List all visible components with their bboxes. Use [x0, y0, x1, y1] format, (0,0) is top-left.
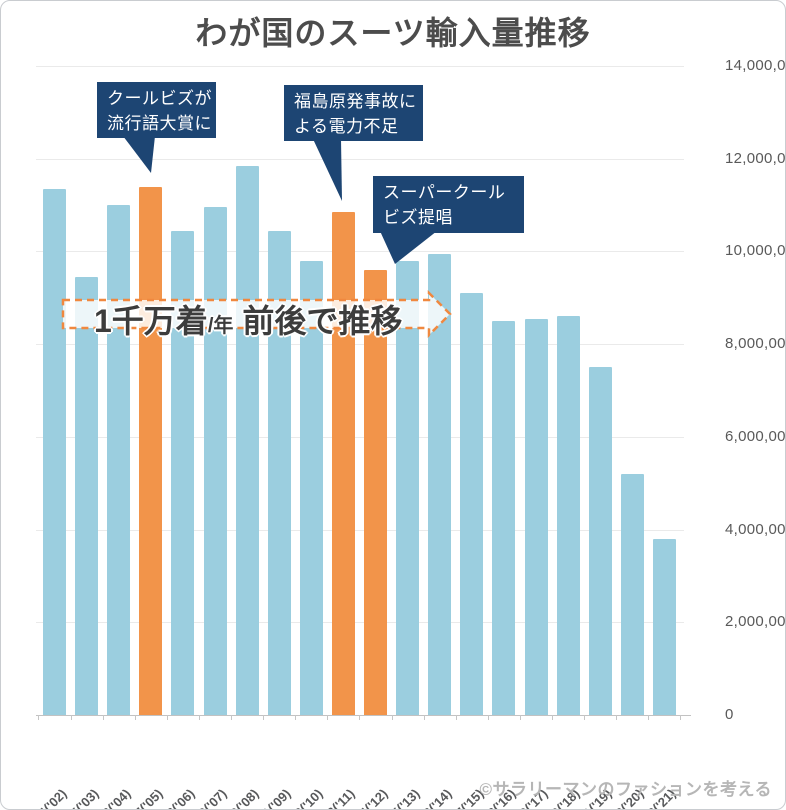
- bar-h18-06: [171, 230, 195, 715]
- x-axis-label: H14('02): [23, 786, 70, 810]
- x-axis-tick: [102, 715, 104, 720]
- x-axis-tick: [584, 715, 586, 720]
- bar-h22-10: [299, 260, 323, 715]
- bar-r3-21: [652, 538, 676, 715]
- bar-h30-18: [556, 316, 580, 715]
- y-axis-tick-label: 2,000,000: [725, 613, 786, 631]
- bar-h27-15: [460, 293, 484, 715]
- gridline: [36, 529, 684, 531]
- bar-h26-14: [428, 253, 452, 715]
- bar-h24-12: [364, 269, 387, 715]
- x-axis-tick: [519, 715, 521, 720]
- bar-h15-03: [75, 276, 99, 715]
- x-axis-tick: [198, 715, 200, 720]
- gridline: [36, 251, 684, 253]
- x-axis-tick: [391, 715, 393, 720]
- bar-h16-04: [107, 205, 131, 715]
- plot-area: 14,000,000 12,000,000 10,000,000 8,000,000 6…: [23, 57, 785, 809]
- bar-h21-09: [267, 230, 291, 715]
- x-axis-tick: [295, 715, 297, 720]
- gridline: [36, 66, 684, 67]
- bar-h29-17: [524, 318, 548, 715]
- trend-arrow-label: 1千万着/年 前後で推移: [94, 296, 402, 342]
- x-axis-tick: [134, 715, 136, 720]
- x-axis-tick: [487, 715, 489, 720]
- coolbiz-callout-line1: クールビズが: [107, 89, 212, 108]
- coolbiz-callout: クールビズが 流行語大賞に: [97, 82, 216, 138]
- bar-h17-05: [139, 186, 163, 715]
- y-axis-tick-label: 6,000,000: [725, 427, 786, 445]
- fukushima-callout: 福島原発事故に よる電力不足: [284, 85, 423, 141]
- trend-arrow-label-suffix: 前後で推移: [242, 303, 403, 339]
- bar-h14-02: [43, 188, 66, 715]
- y-axis-tick-label: 14,000,000: [725, 57, 786, 74]
- gridline: [36, 158, 684, 160]
- x-axis-tick: [680, 715, 682, 720]
- y-axis-tick-label: 10,000,000: [725, 242, 786, 260]
- copyright-text: ©サラリーマンのファションを考える: [479, 780, 772, 799]
- bar-h25-13: [396, 260, 420, 715]
- y-axis-tick-label: 12,000,000: [725, 149, 786, 167]
- gridline: [36, 344, 684, 346]
- chart-title: わが国のスーツ輸入量推移: [195, 15, 591, 51]
- x-axis-tick: [231, 715, 232, 720]
- y-axis-tick-label: 8,000,000: [725, 335, 786, 353]
- bar-h19-07: [203, 207, 227, 715]
- x-axis-tick: [263, 715, 265, 720]
- bar-h20-08: [235, 165, 259, 715]
- x-axis-tick: [455, 715, 457, 720]
- x-axis-tick: [552, 715, 553, 720]
- x-axis-tick: [327, 715, 329, 720]
- trend-arrow-label-unit: /年: [207, 315, 234, 337]
- coolbiz-callout-line2: 流行語大賞に: [107, 114, 212, 133]
- bar-h23-11: [331, 212, 355, 715]
- super-coolbiz-callout: スーパークール ビズ提唱: [373, 176, 524, 233]
- x-axis-tick: [648, 715, 650, 720]
- x-axis-tick: [38, 715, 40, 720]
- x-axis-tick: [616, 715, 618, 720]
- fukushima-callout-line1: 福島原発事故に: [294, 92, 417, 111]
- x-axis-line: [36, 715, 691, 716]
- x-axis-tick: [166, 715, 168, 720]
- gridline: [36, 622, 684, 624]
- super-coolbiz-callout-line1: スーパークール: [383, 183, 506, 202]
- bar-h31-19: [588, 367, 612, 715]
- x-axis-tick: [359, 715, 361, 720]
- y-axis-tick-label: 0: [725, 706, 734, 723]
- gridline: [36, 436, 684, 438]
- bar-h28-16: [492, 320, 516, 715]
- bar-r2-20: [620, 473, 644, 715]
- x-axis-tick: [70, 715, 72, 720]
- fukushima-callout-line2: よる電力不足: [294, 117, 399, 136]
- trend-arrow-label-main: 1千万着: [94, 303, 208, 339]
- super-coolbiz-callout-line2: ビズ提唱: [383, 208, 453, 227]
- x-axis-tick: [423, 715, 425, 720]
- y-axis-tick-label: 4,000,000: [725, 520, 786, 538]
